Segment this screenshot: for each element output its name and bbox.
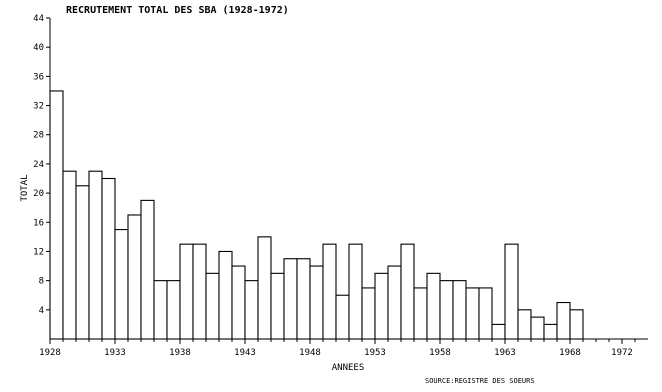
bar-1929: [62, 170, 77, 340]
x-tick-label: 1972: [611, 348, 633, 358]
bar-1960: [465, 287, 480, 340]
x-tick-label: 1948: [299, 348, 321, 358]
x-tick-label: 1933: [104, 348, 126, 358]
source-note: SOURCE:REGISTRE DES SOEURS: [425, 377, 535, 385]
bar-1964: [517, 309, 532, 340]
y-tick-label: 20: [33, 189, 44, 199]
y-axis-label: TOTAL: [20, 174, 30, 201]
bar-1949: [322, 243, 337, 340]
chart-title: RECRUTEMENT TOTAL DES SBA (1928-1972): [66, 5, 289, 16]
y-tick-label: 12: [33, 247, 44, 257]
bar-1948: [309, 265, 324, 340]
bar-1967: [556, 301, 571, 340]
x-tick-label: 1963: [494, 348, 516, 358]
bar-1943: [244, 280, 259, 340]
y-ticks: 4 8 12 16 20 24 28 32 36 40 44: [33, 14, 50, 316]
x-tick-label: 1953: [364, 348, 386, 358]
bar-1941: [218, 250, 233, 340]
bar-1959: [452, 280, 467, 340]
bar-1942: [231, 265, 246, 340]
x-tick-label: 1958: [429, 348, 451, 358]
bar-1957: [426, 272, 441, 340]
x-tick-label: 1938: [169, 348, 191, 358]
x-tick-label: 1943: [234, 348, 256, 358]
bar-1952: [361, 287, 376, 340]
bar-1963: [504, 243, 519, 340]
bar-1965: [530, 316, 545, 340]
bar-1958: [439, 280, 454, 340]
y-tick-label: 36: [33, 72, 44, 82]
bar-1953: [374, 272, 389, 340]
bar-1951: [348, 243, 363, 340]
bar-1940: [205, 272, 220, 340]
bar-1955: [400, 243, 415, 340]
bar-1937: [166, 280, 181, 340]
bar-1930: [75, 185, 90, 340]
bar-1968: [569, 309, 584, 340]
bar-1962: [491, 323, 506, 340]
x-tick-label: 1968: [559, 348, 581, 358]
bar-1939: [192, 243, 207, 340]
y-tick-label: 44: [33, 14, 44, 24]
bar-1954: [387, 265, 402, 340]
bar-1966: [543, 323, 558, 340]
bar-1961: [478, 287, 493, 340]
bar-1946: [283, 258, 298, 340]
y-tick-label: 32: [33, 102, 44, 112]
bar-1935: [140, 199, 155, 340]
y-tick-label: 4: [39, 306, 44, 316]
bar-1934: [127, 214, 142, 340]
y-tick-label: 40: [33, 43, 44, 53]
bar-1931: [88, 170, 103, 340]
bar-1947: [296, 258, 311, 340]
x-tick-label: 1928: [39, 348, 61, 358]
y-tick-label: 24: [33, 160, 44, 170]
bars: [49, 90, 584, 340]
bar-1950: [335, 294, 350, 340]
y-tick-label: 28: [33, 131, 44, 141]
bar-1932: [101, 177, 116, 340]
bar-1936: [153, 280, 168, 340]
bar-1933: [114, 229, 129, 340]
bar-1956: [413, 287, 428, 340]
bar-1944: [257, 236, 272, 340]
y-tick-label: 8: [39, 277, 44, 287]
x-ticks: 1928 1933 1938 1943 1948 1953 1958 1963 1968 1972: [39, 339, 636, 358]
bar-1938: [179, 243, 194, 340]
x-axis-label: ANNEES: [332, 363, 365, 373]
bar-1945: [270, 272, 285, 340]
y-tick-label: 16: [33, 218, 44, 228]
bar-1928: [49, 90, 64, 340]
